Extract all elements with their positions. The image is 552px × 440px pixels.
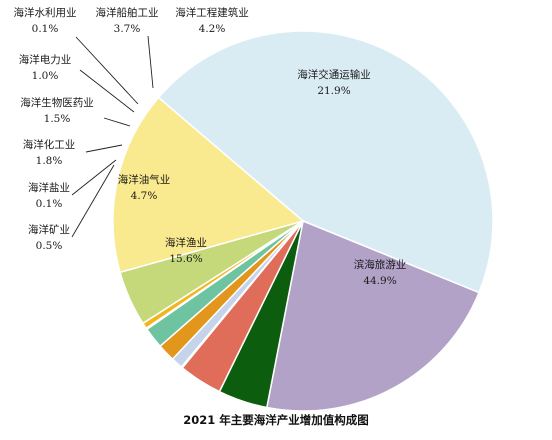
slice-2-value-label: 21.9% xyxy=(317,85,350,97)
slice-6-value-label: 1.0% xyxy=(32,70,59,82)
slice-4-label: 海洋船舶工业 xyxy=(96,6,159,19)
slice-5-value-label: 0.1% xyxy=(32,23,59,35)
slice-6-leader-line xyxy=(79,69,135,113)
slice-1-label: 滨海旅游业 xyxy=(354,258,407,271)
slice-8-value-label: 1.8% xyxy=(36,155,63,167)
chart-title: 2021 年主要海洋产业增加值构成图 xyxy=(183,413,369,427)
slice-5-leader-line xyxy=(75,36,139,105)
pie-slices xyxy=(112,30,494,412)
slice-9-leader-line xyxy=(71,159,117,196)
slice-10-leader-line xyxy=(71,164,115,238)
leader-lines xyxy=(71,35,154,238)
slice-7-label: 海洋生物医药业 xyxy=(20,96,94,109)
slice-10-label: 海洋矿业 xyxy=(28,223,70,236)
slice-10-value-label: 0.5% xyxy=(36,240,63,252)
slice-2 xyxy=(266,220,480,412)
slice-1 xyxy=(157,30,494,294)
slice-11-value-label: 4.7% xyxy=(131,190,158,202)
slice-3-label: 海洋工程建筑业 xyxy=(175,6,249,19)
slice-8-label: 海洋化工业 xyxy=(23,138,76,151)
slice-12-value-label: 15.6% xyxy=(169,253,202,265)
slice-12 xyxy=(112,96,304,274)
slice-11-label: 海洋油气业 xyxy=(118,173,171,186)
slice-7-leader-line xyxy=(103,117,131,127)
slice-7-value-label: 1.5% xyxy=(44,113,71,125)
slice-4-value-label: 3.7% xyxy=(114,23,141,35)
slice-9-value-label: 0.1% xyxy=(36,198,63,210)
slice-12-label: 海洋渔业 xyxy=(165,236,207,249)
slice-3-value-label: 4.2% xyxy=(199,23,226,35)
slice-8-leader-line xyxy=(85,144,123,153)
slice-5-label: 海洋水利用业 xyxy=(14,6,77,19)
slice-9-label: 海洋盐业 xyxy=(28,181,70,194)
slice-6-label: 海洋电力业 xyxy=(19,53,72,66)
slice-labels: 滨海旅游业 44.9% 海洋交通运输业 21.9% 海洋工程建筑业 4.2% 海洋船舶工业 3… xyxy=(14,6,407,287)
slice-1-value-label: 44.9% xyxy=(363,275,396,287)
slice-2-label: 海洋交通运输业 xyxy=(297,68,371,81)
slice-4-leader-line xyxy=(147,35,154,89)
